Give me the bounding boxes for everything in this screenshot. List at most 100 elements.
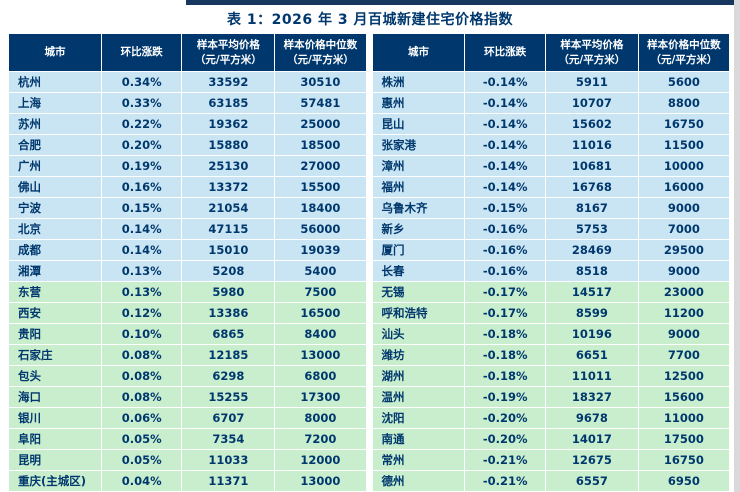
value-cell: 15600 — [637, 386, 731, 408]
value-cell: 8167 — [544, 197, 639, 219]
value-cell: 0.12% — [100, 302, 183, 324]
value-cell: 13000 — [274, 344, 367, 366]
table-row: 石家庄 0.08% 12185 13000 — [8, 344, 367, 366]
city-cell: 重庆(主城区) — [8, 470, 102, 492]
value-cell: 15880 — [181, 134, 276, 156]
city-cell: 常州 — [371, 449, 466, 471]
col-header-avg-price: 样本平均价格 （元/平方米） — [181, 33, 276, 72]
table-row: 长春 -0.16% 8518 9000 — [371, 260, 731, 282]
value-cell: 8599 — [544, 302, 639, 324]
value-cell: 0.08% — [100, 344, 183, 366]
value-cell: 0.16% — [100, 176, 183, 198]
table-row: 北京 0.14% 47115 56000 — [8, 218, 367, 240]
city-cell: 苏州 — [8, 113, 102, 135]
city-cell: 西安 — [8, 302, 102, 324]
value-cell: 0.19% — [100, 155, 183, 177]
value-cell: 7700 — [637, 344, 731, 366]
value-cell: 0.04% — [100, 470, 183, 492]
value-cell: 15500 — [274, 176, 367, 198]
col-header-median-price: 样本价格中位数 （元/平方米） — [637, 33, 731, 72]
value-cell: 15255 — [181, 386, 276, 408]
value-cell: -0.16% — [464, 260, 546, 282]
col-header-median-price: 样本价格中位数 （元/平方米） — [274, 33, 367, 72]
value-cell: 11033 — [181, 449, 276, 471]
city-cell: 张家港 — [371, 134, 466, 156]
city-cell: 银川 — [8, 407, 102, 429]
value-cell: 16750 — [637, 449, 731, 471]
value-cell: 0.14% — [100, 239, 183, 261]
value-cell: 19039 — [274, 239, 367, 261]
value-cell: 28469 — [544, 239, 639, 261]
top-navy-strip — [186, 0, 734, 5]
value-cell: 0.13% — [100, 281, 183, 303]
value-cell: 5753 — [544, 218, 639, 240]
city-cell: 湘潭 — [8, 260, 102, 282]
table-row: 海口 0.08% 15255 17300 — [8, 386, 367, 408]
city-cell: 厦门 — [371, 239, 466, 261]
city-cell: 合肥 — [8, 134, 102, 156]
city-cell: 德州 — [371, 470, 466, 492]
value-cell: -0.14% — [464, 134, 546, 156]
table-row: 呼和浩特 -0.17% 8599 11200 — [371, 302, 731, 324]
city-cell: 昆山 — [371, 113, 466, 135]
city-cell: 昆明 — [8, 449, 102, 471]
value-cell: 11011 — [544, 365, 639, 387]
value-cell: -0.17% — [464, 281, 546, 303]
city-cell: 汕头 — [371, 323, 466, 345]
tables-container: 城市 环比涨跌 样本平均价格 （元/平方米） 样本价格中位数 （元/平方米） 杭… — [0, 33, 740, 492]
table-row: 汕头 -0.18% 10196 9000 — [371, 323, 731, 345]
value-cell: 30510 — [274, 71, 367, 93]
left-table-body: 杭州 0.34% 33592 30510 上海 0.33% 63185 57481 苏州 0.22… — [8, 71, 367, 492]
right-header-row: 城市 环比涨跌 样本平均价格 （元/平方米） 样本价格中位数 （元/平方米） — [371, 33, 731, 72]
value-cell: 11200 — [637, 302, 731, 324]
city-cell: 潍坊 — [371, 344, 466, 366]
value-cell: 12185 — [181, 344, 276, 366]
value-cell: 0.34% — [100, 71, 183, 93]
value-cell: 7200 — [274, 428, 367, 450]
value-cell: -0.16% — [464, 239, 546, 261]
table-row: 常州 -0.21% 12675 16750 — [371, 449, 731, 471]
col-header-avg-price: 样本平均价格 （元/平方米） — [544, 33, 639, 72]
value-cell: -0.18% — [464, 365, 546, 387]
table-row: 东营 0.13% 5980 7500 — [8, 281, 367, 303]
value-cell: 5600 — [637, 71, 731, 93]
col-header-city: 城市 — [8, 33, 102, 72]
table-row: 无锡 -0.17% 14517 23000 — [371, 281, 731, 303]
value-cell: 63185 — [181, 92, 276, 114]
value-cell: -0.19% — [464, 386, 546, 408]
value-cell: 18400 — [274, 197, 367, 219]
value-cell: -0.16% — [464, 218, 546, 240]
value-cell: 13386 — [181, 302, 276, 324]
value-cell: -0.17% — [464, 302, 546, 324]
value-cell: 47115 — [181, 218, 276, 240]
value-cell: 16000 — [637, 176, 731, 198]
value-cell: 10000 — [637, 155, 731, 177]
table-row: 福州 -0.14% 16768 16000 — [371, 176, 731, 198]
value-cell: 11016 — [544, 134, 639, 156]
table-row: 银川 0.06% 6707 8000 — [8, 407, 367, 429]
value-cell: 12675 — [544, 449, 639, 471]
table-row: 包头 0.08% 6298 6800 — [8, 365, 367, 387]
value-cell: 18500 — [274, 134, 367, 156]
value-cell: 5400 — [274, 260, 367, 282]
city-cell: 新乡 — [371, 218, 466, 240]
page-right-edge — [734, 0, 740, 492]
value-cell: 6800 — [274, 365, 367, 387]
city-cell: 广州 — [8, 155, 102, 177]
table-row: 湘潭 0.13% 5208 5400 — [8, 260, 367, 282]
table-row: 成都 0.14% 15010 19039 — [8, 239, 367, 261]
table-row: 阜阳 0.05% 7354 7200 — [8, 428, 367, 450]
value-cell: 0.08% — [100, 365, 183, 387]
value-cell: 6557 — [544, 470, 639, 492]
right-table-body: 株洲 -0.14% 5911 5600 惠州 -0.14% 10707 8800 昆山 -0.14… — [371, 71, 731, 492]
value-cell: 56000 — [274, 218, 367, 240]
value-cell: 0.05% — [100, 449, 183, 471]
city-cell: 海口 — [8, 386, 102, 408]
value-cell: 13000 — [274, 470, 367, 492]
city-cell: 东营 — [8, 281, 102, 303]
table-row: 杭州 0.34% 33592 30510 — [8, 71, 367, 93]
table-row: 温州 -0.19% 18327 15600 — [371, 386, 731, 408]
value-cell: 10707 — [544, 92, 639, 114]
city-cell: 温州 — [371, 386, 466, 408]
table-row: 佛山 0.16% 13372 15500 — [8, 176, 367, 198]
